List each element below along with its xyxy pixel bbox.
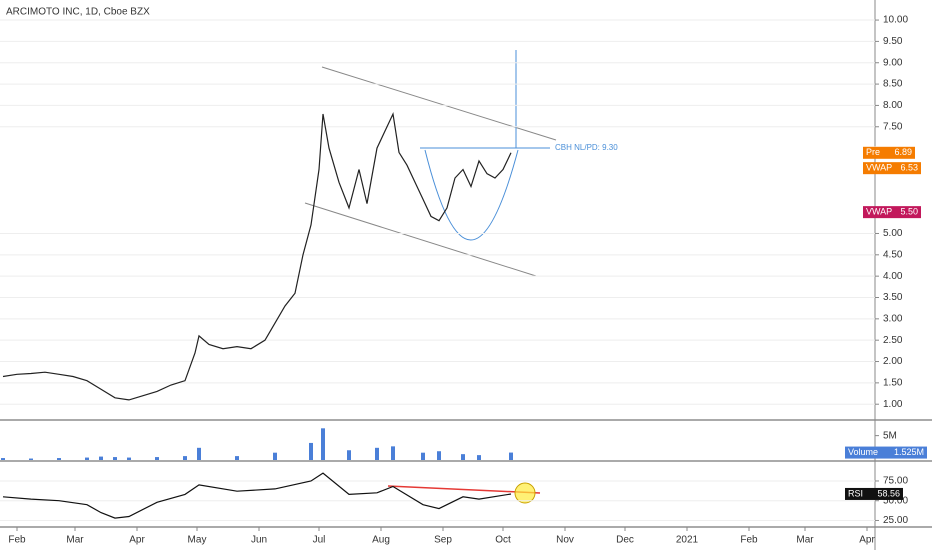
price-tag-box <box>863 162 921 175</box>
volume-bar <box>29 458 33 460</box>
price-tag: Pre 6.89 <box>863 146 915 159</box>
y-tick-label: 3.50 <box>883 292 903 303</box>
x-tick-label: Jul <box>313 535 326 546</box>
price-tag-label: 58.56 <box>877 488 900 498</box>
y-tick-label: 2.50 <box>883 335 903 346</box>
volume-bar <box>347 450 351 460</box>
y-tick-label: 1.00 <box>883 399 903 410</box>
y-tick-label: 5.00 <box>883 228 903 239</box>
price-tag-box <box>845 487 903 500</box>
x-tick-label: Apr <box>129 535 145 546</box>
y-tick-label: 50.00 <box>883 495 908 506</box>
y-tick-label: 25.00 <box>883 515 908 526</box>
cup-shape <box>424 149 519 241</box>
volume-bar <box>273 452 277 460</box>
channel-line <box>321 66 557 141</box>
y-tick-label: 5M <box>883 430 897 441</box>
x-tick-label: 2021 <box>676 535 699 546</box>
volume-bar <box>197 447 201 460</box>
price-tag-label: 6.89 <box>894 147 912 157</box>
volume-bar <box>155 457 159 460</box>
y-tick-label: 9.00 <box>883 57 903 68</box>
y-tick-label: 3.00 <box>883 313 903 324</box>
volume-bar <box>421 452 425 460</box>
volume-bar <box>99 456 103 460</box>
y-tick-label: 2.00 <box>883 356 903 367</box>
x-tick-label: May <box>188 535 207 546</box>
x-tick-label: Jun <box>251 535 267 546</box>
y-tick-label: 9.50 <box>883 36 903 47</box>
y-tick-label: 4.50 <box>883 249 903 260</box>
y-tick-label: 10.00 <box>883 15 908 26</box>
volume-bar <box>57 458 61 460</box>
channel-line <box>304 202 537 277</box>
volume-bar <box>477 455 481 460</box>
volume-bar <box>1 458 5 460</box>
price-tag: Volume 1.525M <box>845 446 927 459</box>
price-tag-box <box>845 446 927 459</box>
price-line <box>2 111 512 401</box>
volume-bar <box>85 457 89 460</box>
price-tag-label: 1.525M <box>894 447 924 457</box>
y-tick-label: 8.00 <box>883 100 903 111</box>
y-tick-label: 1.50 <box>883 378 903 389</box>
x-tick-label: Dec <box>616 535 634 546</box>
price-tag-name: VWAP <box>866 207 892 217</box>
highlight-circle <box>514 482 536 504</box>
x-tick-label: Aug <box>372 535 390 546</box>
volume-bar <box>391 446 395 460</box>
y-tick-label: 75.00 <box>883 476 908 487</box>
price-tag-name: RSI <box>848 488 863 498</box>
price-tag-label: 5.50 <box>900 207 918 217</box>
volume-bar <box>461 454 465 460</box>
x-tick-label: Feb <box>8 535 26 546</box>
price-tag: VWAP 6.53 <box>863 162 921 175</box>
volume-bar <box>113 457 117 460</box>
volume-bar <box>127 457 131 460</box>
volume-bar <box>375 447 379 460</box>
price-tag-label: 6.53 <box>900 163 918 173</box>
volume-bar <box>509 452 513 460</box>
volume-bar <box>183 456 187 460</box>
volume-bar <box>437 451 441 460</box>
chart-title: ARCIMOTO INC, 1D, Cboe BZX <box>6 7 150 18</box>
x-tick-label: Oct <box>495 535 511 546</box>
x-tick-label: Nov <box>556 535 574 546</box>
price-tag-box <box>863 146 915 159</box>
price-tag: RSI 58.56 <box>845 487 903 500</box>
y-tick-label: 7.50 <box>883 121 903 132</box>
price-tag-name: Pre <box>866 147 880 157</box>
x-tick-label: Mar <box>796 535 814 546</box>
price-tag-name: VWAP <box>866 163 892 173</box>
price-tag-name: Volume <box>848 447 878 457</box>
y-tick-label: 8.50 <box>883 79 903 90</box>
price-tag-box <box>863 206 921 219</box>
x-tick-label: Feb <box>740 535 758 546</box>
x-tick-label: Sep <box>434 535 452 546</box>
price-line <box>2 472 512 519</box>
x-tick-label: Apr <box>859 535 875 546</box>
volume-bar <box>309 442 313 460</box>
y-tick-label: 4.00 <box>883 271 903 282</box>
volume-bar <box>321 428 325 460</box>
volume-bar <box>235 456 239 460</box>
price-tag: VWAP 5.50 <box>863 206 921 219</box>
annotation: CBH NL/PD: 9.30 <box>555 143 618 152</box>
x-tick-label: Mar <box>66 535 84 546</box>
